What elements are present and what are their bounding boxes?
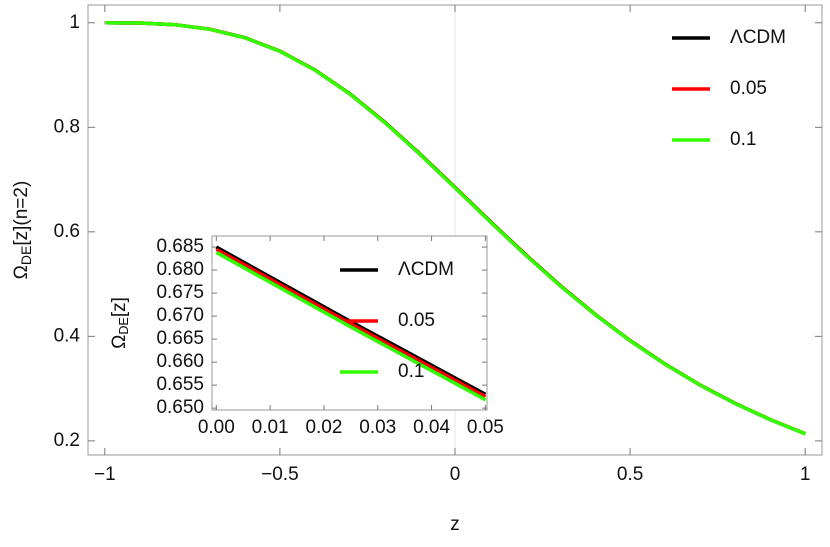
y-tick-label: 0.650 [156,397,204,418]
y-tick-label: 0.680 [156,259,204,280]
y-label-base: Ω [109,335,130,349]
x-tick-label: 0.03 [359,417,396,438]
y-label-sub: DE [117,317,131,335]
y-axis-label: ΩDE[z](n=2) [11,181,34,280]
y-tick-label: 0.2 [54,430,80,451]
legend-label: ΛCDM [730,27,786,48]
series-line [215,247,487,399]
legend-label: 0.1 [398,361,424,382]
y-tick-label: 0.4 [54,325,81,346]
y-tick-label: 0.8 [54,116,80,137]
series-line [104,21,806,436]
y-tick-label: 0.665 [156,328,204,349]
y-tick-label: 0.6 [54,221,80,242]
x-tick-label: −0.5 [261,464,299,485]
x-tick-label: 0.04 [413,417,450,438]
x-tick-label: 0.00 [198,417,235,438]
y-axis-label: ΩDE[z] [109,297,131,349]
x-tick-label: 0.01 [252,417,289,438]
x-tick-label: 1 [800,464,811,485]
legend-label: 0.1 [730,129,756,150]
plot: 0.00 0.01 0.02 0.03 0.04 0.050.6500.6550.6600… [109,235,504,438]
y-tick-label: 0.675 [156,282,204,303]
legend-label: 0.05 [398,310,435,331]
y-tick-label: 0.670 [156,305,204,326]
series-line [215,251,487,402]
y-label-sub: DE [18,246,34,265]
x-tick-label: 0.02 [305,417,342,438]
y-label-base: Ω [11,265,32,279]
y-tick-label: 0.660 [156,351,204,372]
y-label-rest: [z] [109,297,130,317]
legend-label: ΛCDM [398,259,454,280]
x-tick-label: 0.05 [467,417,504,438]
y-label-rest: [z](n=2) [11,181,32,246]
x-tick-label: −1 [94,464,116,485]
y-tick-label: 1 [69,12,80,33]
legend-label: 0.05 [730,78,767,99]
x-tick-label: 0 [450,464,461,485]
y-tick-label: 0.655 [156,374,204,395]
x-axis-label: z [450,514,460,535]
y-tick-label: 0.685 [156,236,204,257]
x-tick-label: 0.5 [617,464,643,485]
